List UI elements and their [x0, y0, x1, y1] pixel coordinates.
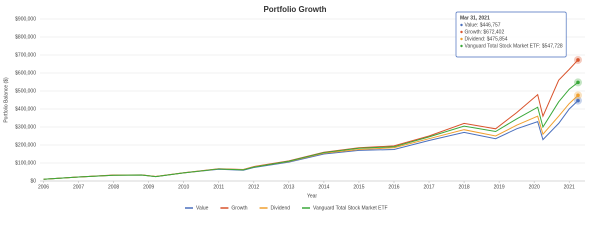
- end-marker: [576, 93, 580, 98]
- x-tick-label: 2012: [248, 184, 259, 190]
- tooltip-line: Vanguard Total Stock Market ETF: $547,72…: [465, 43, 563, 49]
- y-tick-label: $100,000: [15, 160, 36, 166]
- end-marker: [576, 58, 580, 62]
- tooltip-title: Mar 31, 2021: [460, 15, 490, 21]
- y-tick-label: $600,000: [15, 70, 36, 76]
- y-tick-label: $300,000: [15, 124, 36, 130]
- chart-title: Portfolio Growth: [263, 5, 326, 14]
- tooltip-dot: [460, 37, 463, 41]
- tooltip-line: Growth: $672,402: [465, 29, 505, 35]
- end-marker: [576, 98, 580, 103]
- x-tick-label: 2015: [353, 184, 364, 190]
- x-tick-label: 2009: [143, 184, 154, 190]
- x-tick-label: 2011: [213, 184, 224, 190]
- tooltip-dot: [460, 44, 463, 48]
- x-tick-label: 2016: [388, 184, 399, 190]
- y-tick-label: $400,000: [15, 106, 36, 112]
- end-marker: [576, 80, 580, 85]
- x-tick-label: 2018: [459, 184, 470, 190]
- x-tick-label: 2010: [178, 184, 189, 190]
- x-tick-label: 2020: [529, 184, 540, 190]
- y-axis-label: Portfolio Balance ($): [3, 77, 9, 123]
- legend-label: Dividend: [271, 205, 291, 211]
- series-line: [43, 100, 579, 180]
- page: Portfolio Growth Portfolio Balance ($) Y…: [3, 5, 585, 212]
- series-line: [43, 82, 579, 180]
- legend-label: Growth: [231, 205, 247, 211]
- tooltip-dot: [460, 23, 463, 27]
- y-tick-label: $0: [30, 178, 36, 184]
- x-tick-label: 2007: [73, 184, 84, 190]
- x-tick-label: 2013: [283, 184, 294, 190]
- legend-label: Vanguard Total Stock Market ETF: [313, 205, 388, 211]
- y-tick-label: $900,000: [15, 16, 36, 22]
- x-tick-label: 2014: [318, 184, 329, 190]
- x-tick-label: 2006: [38, 184, 49, 190]
- series-line: [43, 59, 579, 180]
- x-axis-label: Year: [307, 193, 317, 199]
- x-tick-label: 2021: [564, 184, 575, 190]
- y-tick-label: $800,000: [15, 34, 36, 40]
- tooltip-box: [455, 11, 567, 58]
- y-tick-label: $500,000: [15, 88, 36, 94]
- tooltip-line: Dividend: $475,854: [465, 36, 508, 42]
- legend-label: Value: [196, 205, 209, 211]
- y-tick-label: $700,000: [15, 52, 36, 58]
- y-tick-label: $200,000: [15, 142, 36, 148]
- tooltip-line: Value: $446,757: [465, 22, 501, 28]
- x-tick-label: 2019: [494, 184, 505, 190]
- x-tick-label: 2008: [108, 184, 119, 190]
- legend: Value Growth Dividend Vanguard Total Stock …: [185, 205, 388, 211]
- x-tick-label: 2017: [423, 184, 434, 190]
- chart: Portfolio Growth Portfolio Balance ($) Y…: [3, 5, 585, 211]
- tooltip-dot: [460, 30, 463, 34]
